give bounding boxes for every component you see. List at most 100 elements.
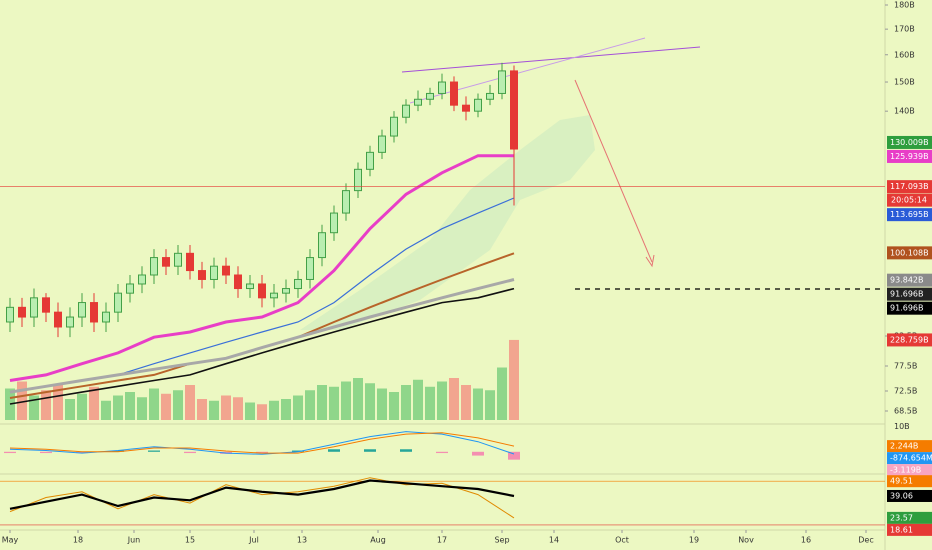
macd-badge: 2.244B [887,440,932,453]
badge-bg [887,193,932,207]
macd-hist [508,451,520,460]
volume-bar [53,385,63,420]
candle-body [318,232,326,259]
badge-bg [887,475,932,488]
volume-bar [497,367,507,420]
moving-average [9,154,514,382]
volume-bar [17,381,27,420]
macd-tick-label: 10B [894,422,910,431]
moving-average [9,287,515,405]
candle-body [78,302,86,318]
y-tick-label: 170B [894,25,915,34]
volume-bar [245,402,255,420]
volume-bar [269,400,279,420]
candle-body [126,283,134,294]
badge-timer: 20:05:14 [891,196,927,205]
candle-body [246,283,254,290]
badge-label: 2.244B [890,442,918,451]
volume-bar [41,390,51,420]
candle-body [474,98,482,112]
marks [0,62,885,526]
volume-bar [413,379,423,420]
volume-bar [29,395,39,420]
badge-bg [887,246,932,260]
volume-bar [317,385,327,420]
y2-tick-label: 77.5B [894,362,917,371]
macd-hist [472,451,484,456]
badge-bg [887,287,932,301]
price-badge: 228.759B [887,333,932,347]
candle-body [186,252,194,272]
y2-tick-label: 68.5B [894,407,917,416]
candle-body [510,70,518,150]
macd-hist [256,451,268,454]
macd-hist [328,449,340,452]
arrow-head [645,254,655,268]
macd-badge: -3.119B [887,464,932,477]
x-tick-label: Sep [494,536,509,545]
y-tick-label: 150B [894,78,915,87]
volume-bar [101,400,111,420]
x-tick-label: 16 [801,536,811,545]
volume-bar [425,386,435,420]
volume-bar [77,393,87,420]
y-tick-label: 160B [894,50,915,59]
badge-bg [887,452,932,465]
badge-bg [887,149,932,163]
badge-label: 18.61 [890,525,913,534]
volume-bar [377,388,387,420]
macd-hist [4,451,16,454]
candle-body [498,70,506,94]
candle-body [414,98,422,106]
x-tick-label: Oct [615,536,629,545]
cloud [300,115,595,330]
x-tick-label: 18 [73,536,83,545]
badge-label: -3.119B [890,466,921,475]
badge-bg [887,180,932,194]
candle-body [378,135,386,153]
volume-bar [365,383,375,420]
badge-bg [887,523,932,536]
x-tick-label: Nov [738,536,754,545]
volume-bar [281,399,291,420]
candle-body [294,278,302,290]
volume-bar [293,395,303,420]
price-badge: 130.009B [887,135,932,149]
volume-bar [329,386,339,420]
candle-body [210,265,218,280]
volume-bar [305,390,315,420]
osc-badge: 39.06 [887,489,932,502]
price-badge: 125.939B [887,149,932,163]
candle-body [150,257,158,276]
candle-body [102,311,110,323]
volume-bar [149,388,159,420]
badge-label: -874.654M [890,454,932,463]
candle-body [282,288,290,294]
badge-label: 100.108B [890,248,929,257]
badge-label: 23.57 [890,513,913,522]
x-tick-label: 14 [549,536,559,545]
volume-bar [257,404,267,420]
price-badge: 100.108B [887,246,932,260]
macd-hist [148,450,160,452]
volume-bar [401,385,411,420]
candle-body [222,265,230,276]
candle-body [450,81,458,106]
candle-body [426,92,434,100]
x-tick-label: 15 [185,536,195,545]
candle-body [174,252,182,267]
candle-body [42,297,50,313]
y-tick-label: 180B [894,1,915,10]
candle-body [30,297,38,318]
x-tick-label: 19 [689,536,699,545]
candle-body [402,104,410,118]
candle-body [366,151,374,170]
trend-line [409,37,646,104]
badge-bg [887,301,932,315]
badge-label: 91.696B [890,304,923,313]
y-tick-label: 140B [894,107,915,116]
price-badge: 91.696B [887,287,932,301]
badge-bg [887,208,932,222]
x-tick-label: Aug [370,536,386,545]
price-badge: 91.696B [887,301,932,315]
